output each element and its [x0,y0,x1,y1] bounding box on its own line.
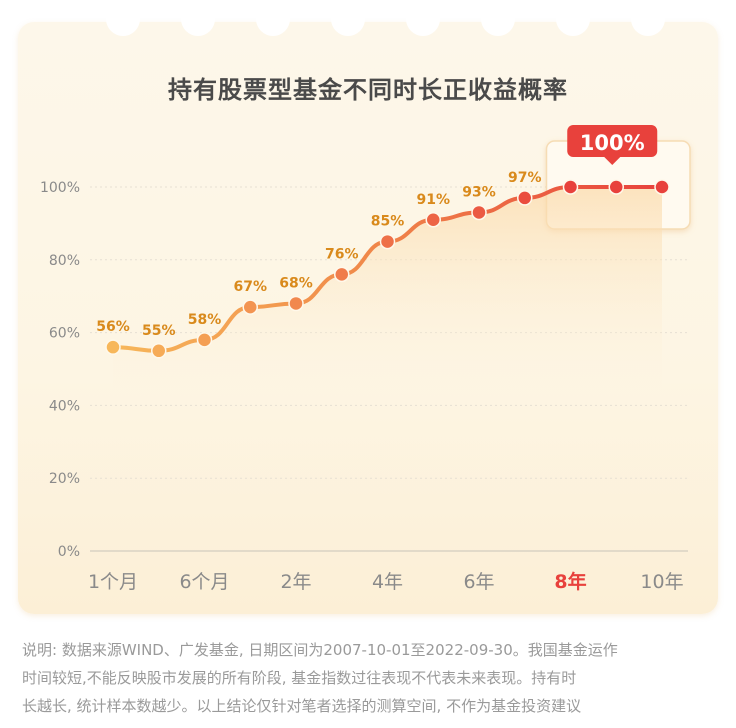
callout-pointer [604,157,621,165]
data-label: 67% [233,279,267,295]
data-label: 85% [371,214,405,230]
data-label: 93% [462,184,496,200]
x-tick-label: 4年 [372,571,403,593]
footnote: 说明: 数据来源WIND、广发基金, 日期区间为2007-10-01至2022-… [22,636,722,720]
x-tick-label: 6年 [463,571,494,593]
footnote-line: 时间较短,不能反映股市发展的所有阶段, 基金指数过往表现不代表未来表现。持有时 [22,669,577,687]
data-point [288,295,304,312]
data-point [242,299,258,315]
line-chart: 0% 20% 40% 60% 80% 100% 1个月 6个月 2年 4年 6年 8年 10年 56%… [40,125,691,593]
x-tick-label: 10年 [640,571,683,593]
y-tick-label: 60% [49,326,80,342]
x-tick-label: 2年 [280,571,311,593]
data-point [654,179,670,195]
data-point [196,332,213,348]
callout-tag [567,125,658,157]
data-point [425,212,441,228]
scallop-edge [18,18,718,48]
data-point [562,179,579,195]
y-tick-label: 80% [49,253,80,269]
data-label: 58% [188,312,222,328]
data-point [517,190,533,206]
data-label: 76% [325,246,359,262]
data-label: 97% [508,170,542,186]
y-tick-label: 40% [49,398,80,414]
x-tick-label: 6个月 [179,571,229,593]
data-point [151,343,167,359]
data-point [471,204,487,221]
x-tick-label: 8年 [554,570,586,593]
data-label: 68% [279,275,313,291]
data-point [105,339,121,355]
data-label: 56% [96,319,130,335]
data-label: 91% [416,192,450,208]
callout-label: 100% [580,131,645,155]
y-tick-label: 20% [49,471,80,487]
footnote-line: 长越长, 统计样本数越少。以上结论仅针对笔者选择的测算空间, 不作为基金投资建议 [22,697,582,715]
data-point [379,233,396,250]
y-tick-label: 0% [58,544,80,560]
x-tick-label: 1个月 [88,571,138,593]
area-fill [113,187,662,406]
data-label: 55% [142,323,176,339]
data-point [334,266,350,283]
footnote-line: 说明: 数据来源WIND、广发基金, 日期区间为2007-10-01至2022-… [22,641,618,659]
data-point [608,179,624,195]
y-tick-label: 100% [40,180,80,196]
chart-title: 持有股票型基金不同时长正收益概率 [168,76,568,104]
